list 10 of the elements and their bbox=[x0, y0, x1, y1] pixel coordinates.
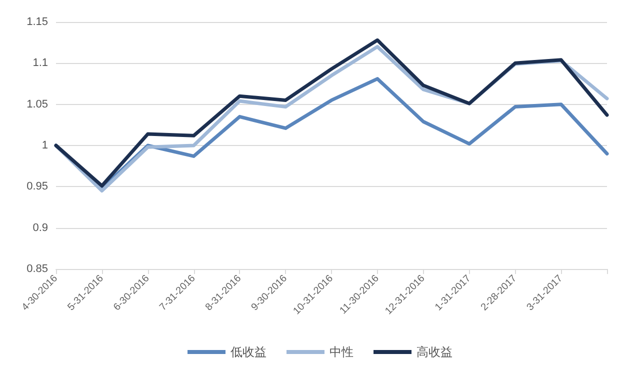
y-tick-label: 1.15 bbox=[26, 16, 48, 28]
y-tick-label: 0.85 bbox=[26, 263, 48, 275]
legend-label: 高收益 bbox=[416, 345, 452, 359]
legend-label: 中性 bbox=[330, 345, 354, 359]
y-tick-label: 1.05 bbox=[26, 98, 48, 110]
y-tick-label: 1.1 bbox=[32, 57, 48, 70]
y-tick-label: 0.9 bbox=[32, 222, 48, 234]
legend-label: 低收益 bbox=[230, 345, 266, 359]
y-tick-label: 0.95 bbox=[26, 180, 48, 193]
y-tick-label: 1 bbox=[42, 140, 48, 152]
